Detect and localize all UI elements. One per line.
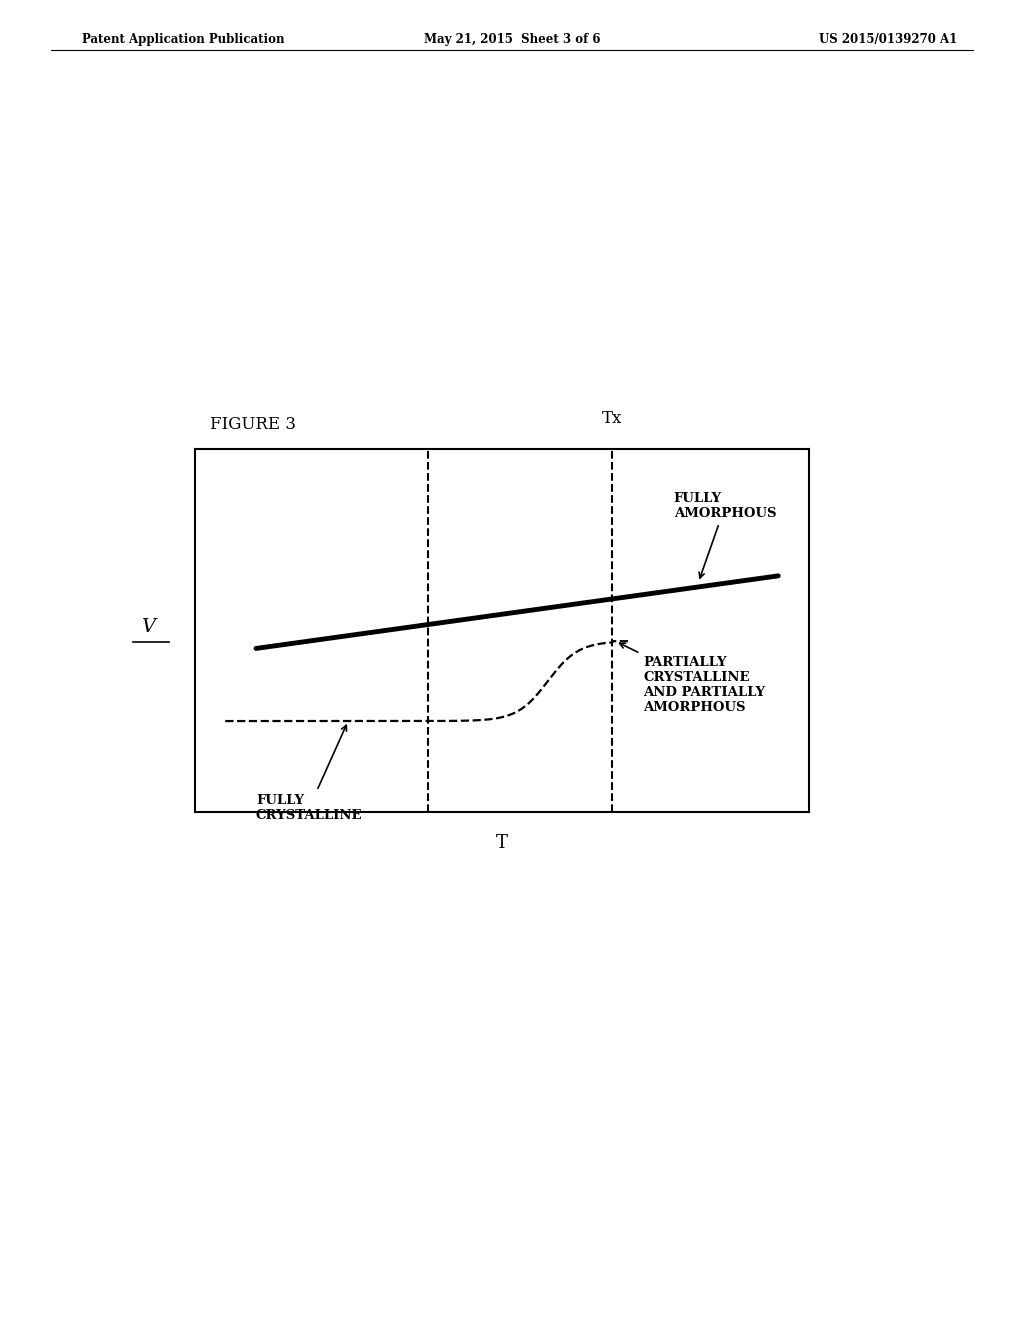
Text: FIGURE 3: FIGURE 3 [210,416,296,433]
Text: PARTIALLY
CRYSTALLINE
AND PARTIALLY
AMORPHOUS: PARTIALLY CRYSTALLINE AND PARTIALLY AMOR… [620,643,765,714]
Text: V: V [141,618,156,636]
Text: Patent Application Publication: Patent Application Publication [82,33,285,46]
Text: Tx: Tx [602,411,623,428]
Text: T: T [496,834,508,853]
Text: May 21, 2015  Sheet 3 of 6: May 21, 2015 Sheet 3 of 6 [424,33,600,46]
Text: FULLY
AMORPHOUS: FULLY AMORPHOUS [674,492,776,578]
Text: US 2015/0139270 A1: US 2015/0139270 A1 [819,33,957,46]
Text: FULLY
CRYSTALLINE: FULLY CRYSTALLINE [256,725,362,821]
